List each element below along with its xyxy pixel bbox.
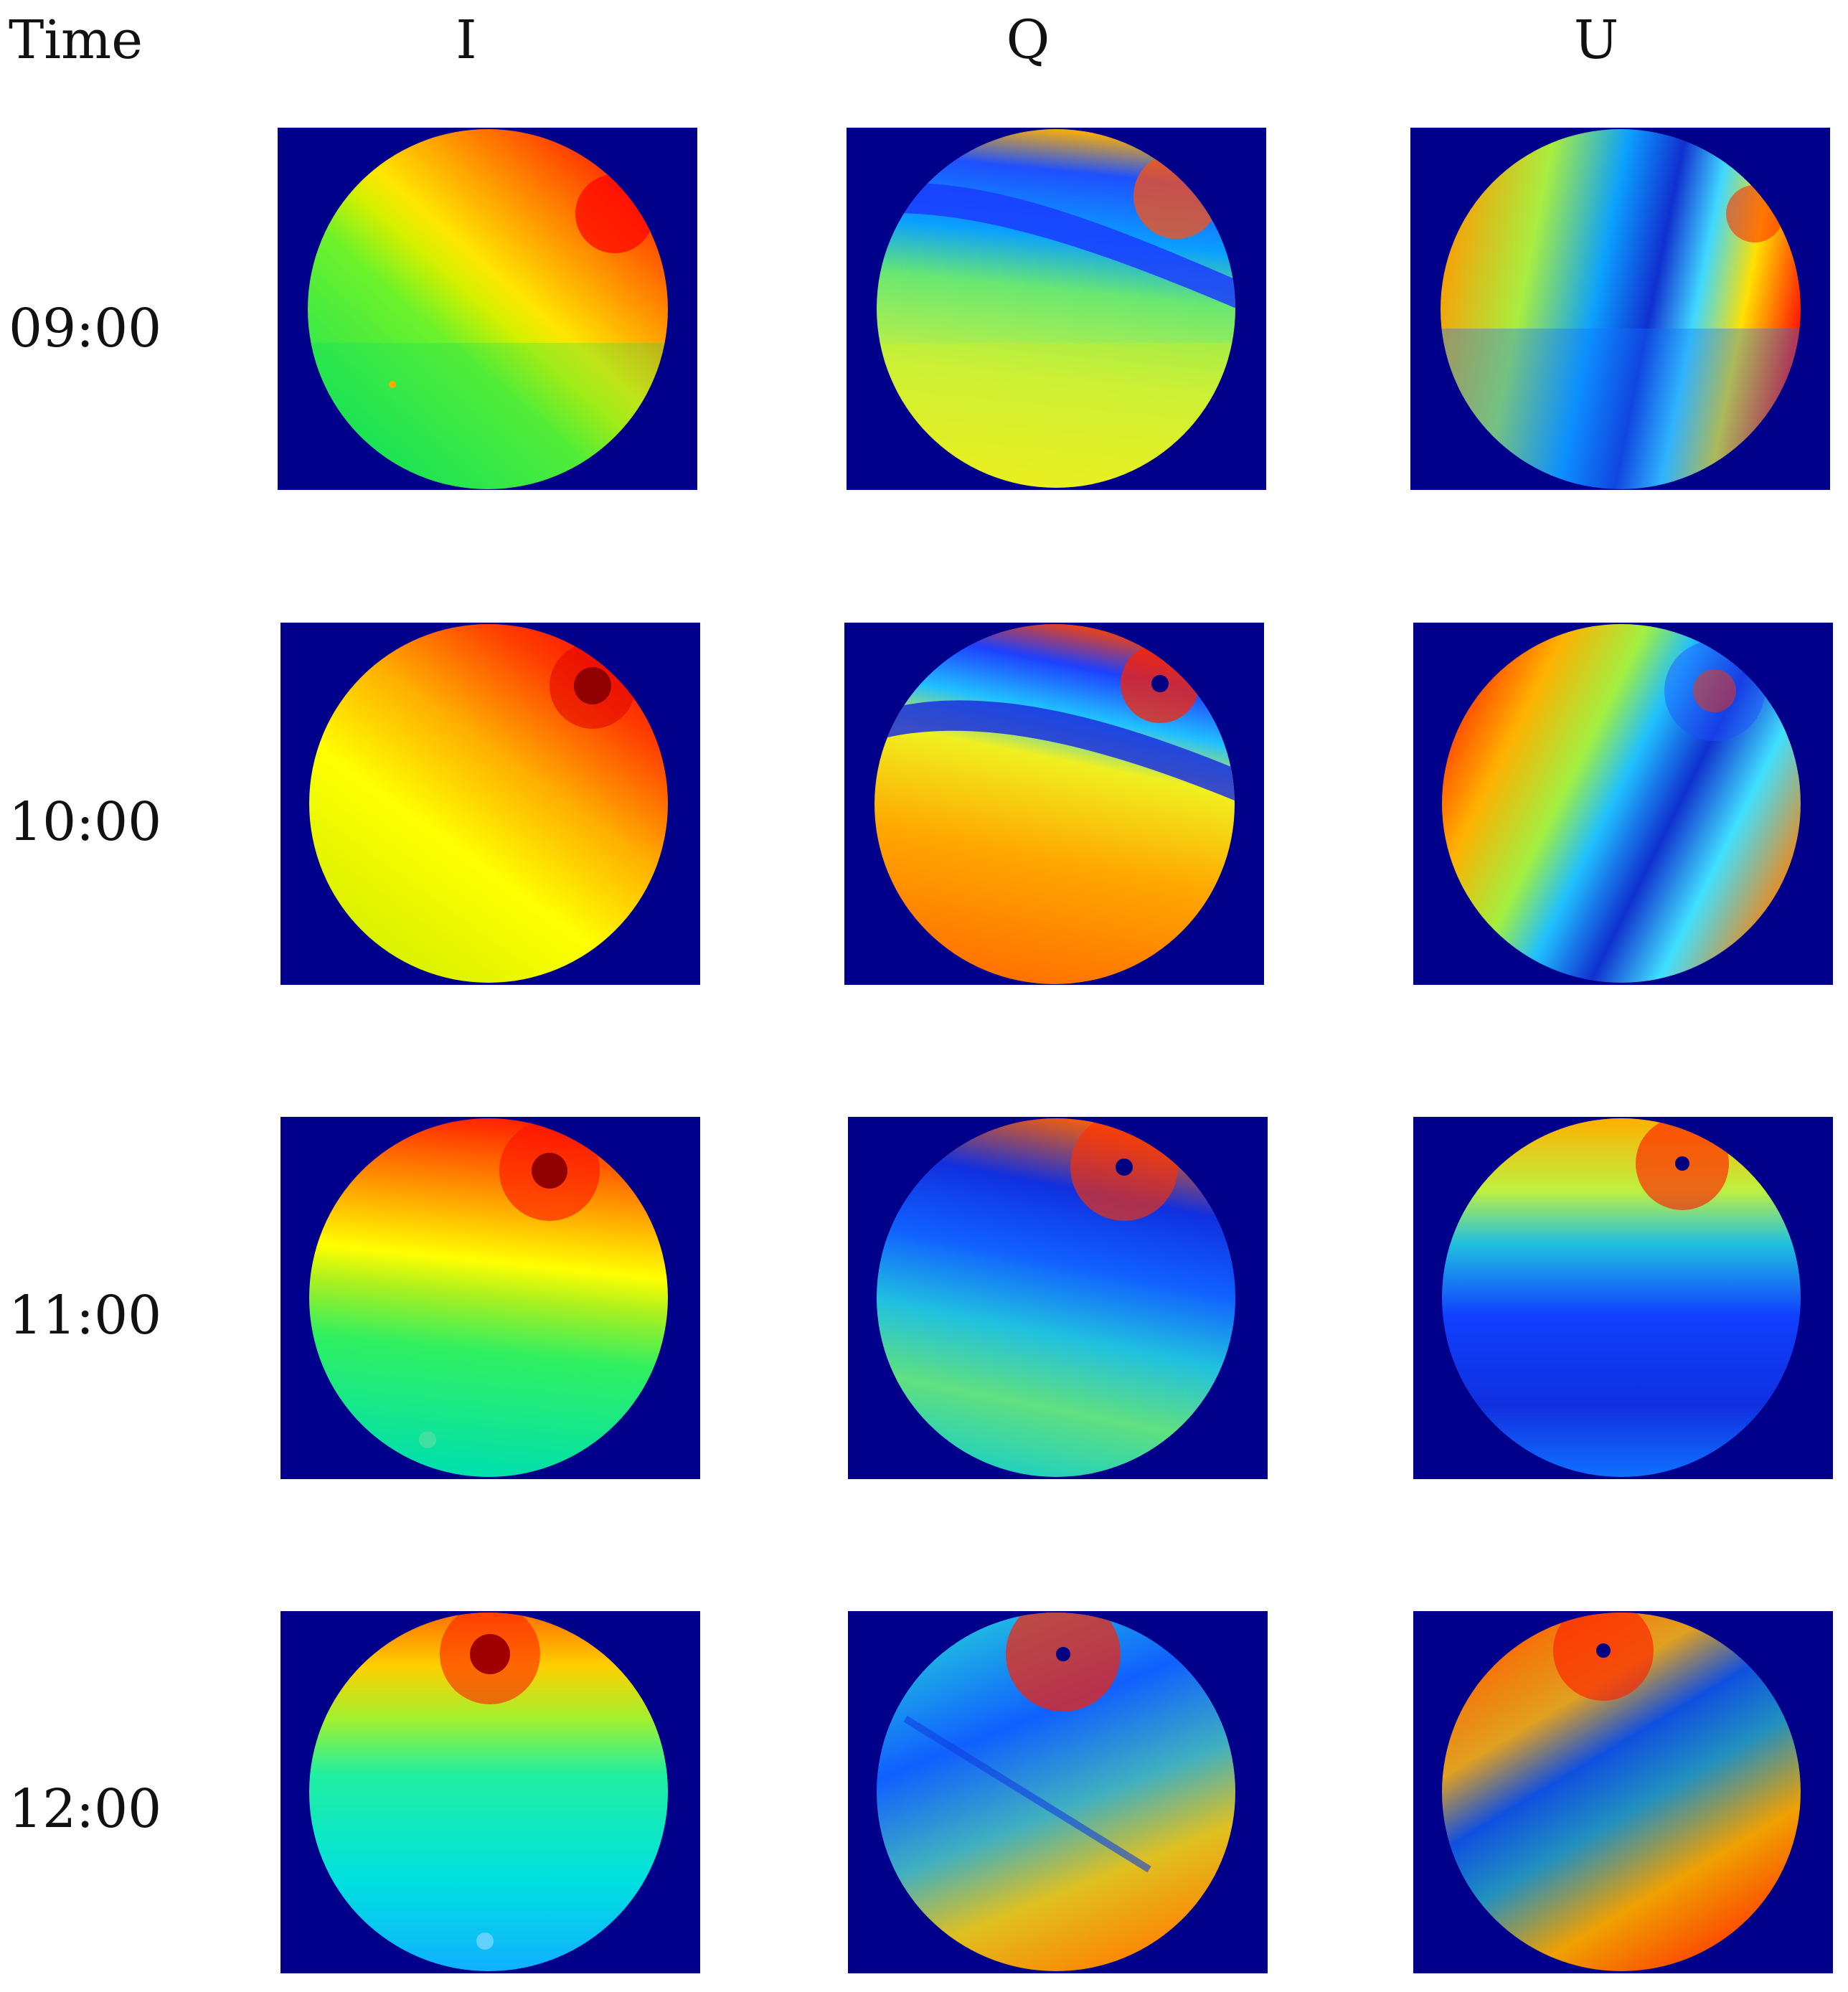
- image-1100-u: [1413, 1117, 1833, 1479]
- header-col-i: I: [456, 9, 477, 71]
- image-1100-i: [280, 1117, 700, 1479]
- image-1200-q: [848, 1611, 1268, 1973]
- image-1200-u: [1413, 1611, 1833, 1973]
- image-0900-q: [847, 128, 1266, 490]
- image-1000-i: [280, 623, 700, 985]
- image-1000-q: [844, 623, 1264, 985]
- header-col-u: U: [1573, 9, 1619, 71]
- header-time: Time: [9, 9, 143, 71]
- row-label-0900: 09:00: [9, 298, 162, 359]
- image-1100-q: [848, 1117, 1268, 1479]
- row-label-1000: 10:00: [9, 791, 162, 853]
- row-label-1100: 11:00: [9, 1285, 162, 1346]
- image-1200-i: [280, 1611, 700, 1973]
- header-col-q: Q: [1006, 9, 1050, 71]
- image-1000-u: [1413, 623, 1833, 985]
- image-0900-i: [278, 128, 697, 490]
- image-0900-u: [1410, 128, 1830, 490]
- row-label-1200: 12:00: [9, 1778, 162, 1840]
